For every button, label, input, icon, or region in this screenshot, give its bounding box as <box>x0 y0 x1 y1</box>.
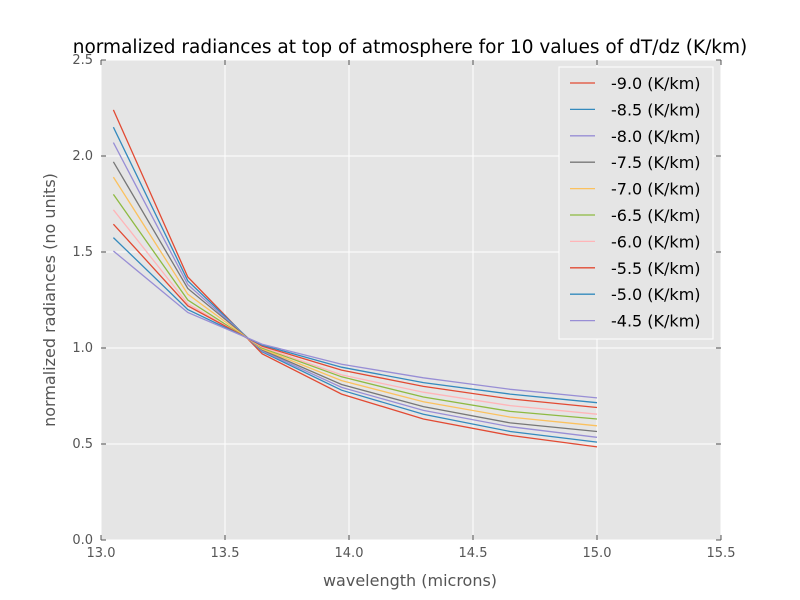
series-line-3 <box>112 161 598 433</box>
y-tick-label: 0.5 <box>72 437 93 452</box>
x-tick-label: 14.5 <box>459 546 488 561</box>
x-tick-label: 14.0 <box>335 546 364 561</box>
x-tick-label: 15.5 <box>707 546 736 561</box>
legend-entry: -6.5 (K/km) <box>611 206 701 225</box>
series-line-7 <box>112 223 598 409</box>
legend-entry: -6.0 (K/km) <box>611 232 701 251</box>
x-tick-label: 15.0 <box>583 546 612 561</box>
y-axis-label: normalized radiances (no units) <box>40 173 59 427</box>
legend-entry: -7.0 (K/km) <box>611 180 701 199</box>
y-tick-label: 1.5 <box>72 245 93 260</box>
y-tick-label: 0.0 <box>72 533 93 548</box>
legend-entry: -5.0 (K/km) <box>611 285 701 304</box>
series-line-1 <box>112 126 598 443</box>
axis-ticks: 13.0 13.5 14.0 14.5 15.0 15.5 0.0 0.5 1.0 1.5 2.0 2… <box>72 53 735 561</box>
chart-title: normalized radiances at top of atmospher… <box>73 37 748 58</box>
series-group <box>112 109 598 448</box>
legend-entry: -9.0 (K/km) <box>611 74 701 93</box>
legend-entry: -8.0 (K/km) <box>611 127 701 146</box>
x-tick-label: 13.0 <box>87 546 116 561</box>
series-line-6 <box>112 209 598 415</box>
y-tick-label: 2.0 <box>72 149 93 164</box>
series-line-9 <box>112 250 598 399</box>
legend-entry: -7.5 (K/km) <box>611 153 701 172</box>
x-tick-label: 13.5 <box>211 546 240 561</box>
legend-entry: -5.5 (K/km) <box>611 259 701 278</box>
legend: -9.0 (K/km) -8.5 (K/km) -8.0 (K/km) -7.5 (K… <box>558 66 714 340</box>
series-line-8 <box>112 237 598 404</box>
series-line-2 <box>112 142 598 438</box>
legend-entry: -4.5 (K/km) <box>611 312 701 331</box>
y-tick-label: 1.0 <box>72 341 93 356</box>
series-line-5 <box>112 194 598 420</box>
x-axis-label: wavelength (microns) <box>323 571 497 590</box>
series-line-4 <box>112 176 598 427</box>
series-line-0 <box>112 109 598 448</box>
y-tick-label: 2.5 <box>72 53 93 68</box>
legend-entry: -8.5 (K/km) <box>611 100 701 119</box>
